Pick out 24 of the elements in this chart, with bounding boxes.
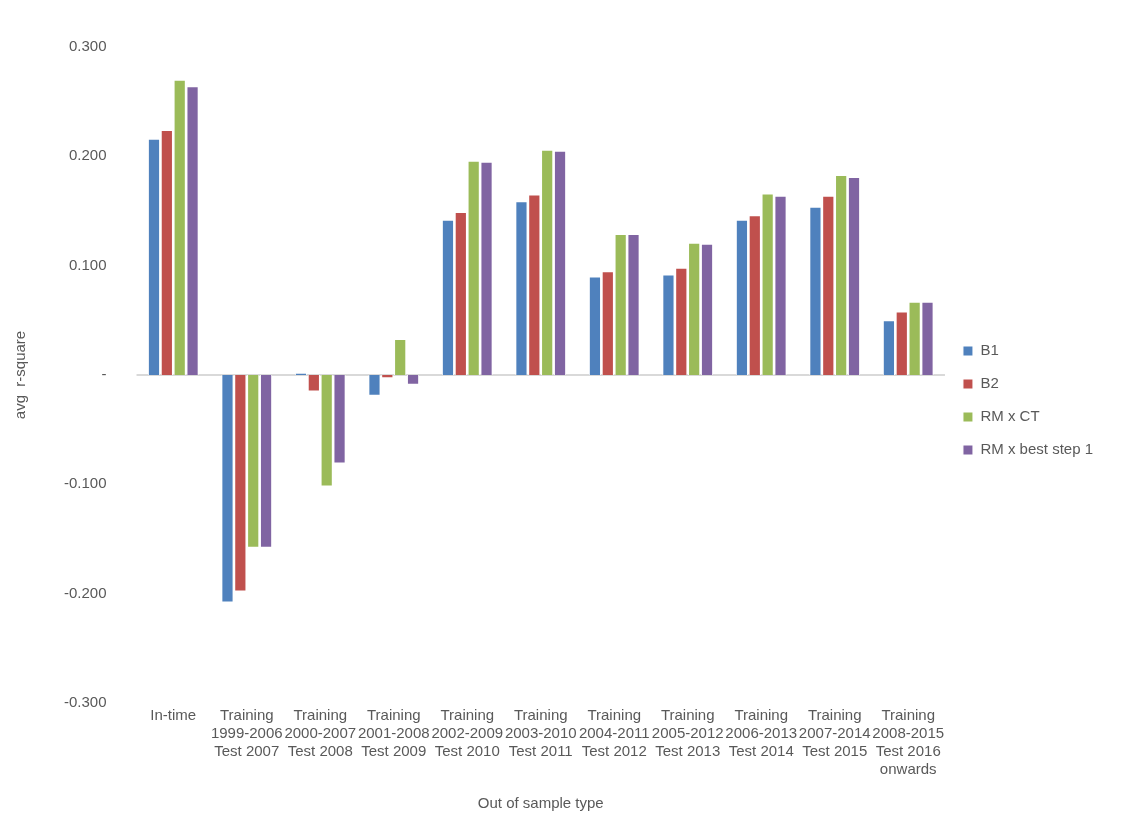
legend-label: B1 [980,341,999,359]
y-axis-title: avg r-square [11,330,29,420]
x-axis-title: Out of sample type [477,793,604,811]
y-tick-label: 0.200 [68,146,107,164]
y-tick-label: 0.300 [68,37,107,55]
x-tick-label: Training 1999-2006 Test 2007 [210,706,283,760]
x-tick-label: Training 2003-2010 Test 2011 [504,706,577,760]
y-tick-label: 0.100 [68,255,107,273]
y-tick-label: -0.200 [63,583,107,601]
legend-label: RM x best step 1 [980,440,1093,458]
x-tick-label: Training 2004-2011 Test 2012 [578,706,650,760]
x-tick-label: Training 2007-2014 Test 2015 [798,706,871,760]
y-tick-label: -0.300 [63,693,107,711]
legend-label: RM x CT [980,407,1040,425]
x-tick-label: In-time [150,706,197,724]
y-tick-label: -0.100 [63,474,107,492]
x-tick-label: Training 2008-2015 Test 2016 onwards [872,706,945,778]
x-tick-label: Training 2005-2012 Test 2013 [651,706,724,760]
x-tick-label: Training 2000-2007 Test 2008 [284,706,357,760]
x-tick-label: Training 2001-2008 Test 2009 [357,706,430,760]
x-tick-label: Training 2006-2013 Test 2014 [725,706,798,760]
x-tick-label: Training 2002-2009 Test 2010 [431,706,504,760]
y-tick-label: - [101,365,107,383]
legend-label: B2 [980,374,999,392]
